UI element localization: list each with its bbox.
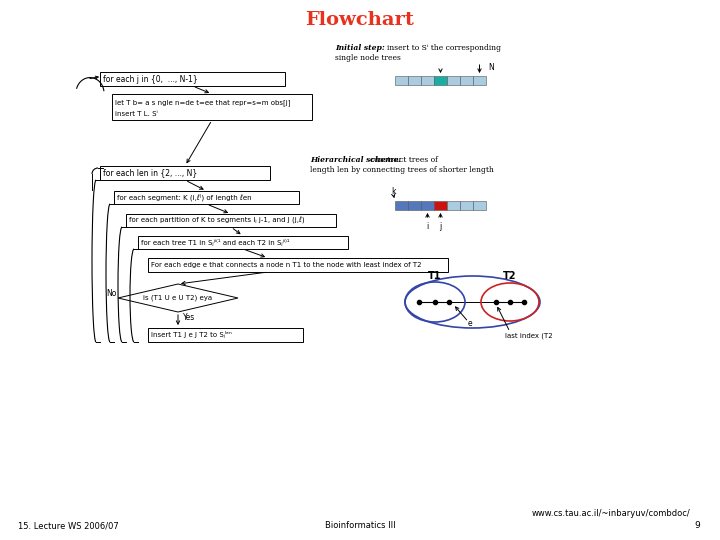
FancyBboxPatch shape xyxy=(447,201,460,210)
Text: 9: 9 xyxy=(694,522,700,530)
Text: for each segment: K (i,ℓ⁾) of length ℓen: for each segment: K (i,ℓ⁾) of length ℓen xyxy=(117,194,251,201)
Text: is (T1 U e U T2) eya: is (T1 U e U T2) eya xyxy=(143,295,212,301)
Text: for each partition of K to segments Iⱼ j-1, and J (j,ℓ): for each partition of K to segments Iⱼ j… xyxy=(129,217,305,224)
Text: Hierarchical scheme:: Hierarchical scheme: xyxy=(310,156,401,164)
Text: T1: T1 xyxy=(428,271,442,281)
Text: j: j xyxy=(439,222,441,231)
FancyBboxPatch shape xyxy=(148,258,448,272)
Text: No: No xyxy=(106,288,117,298)
FancyBboxPatch shape xyxy=(395,201,408,210)
Text: last index (T2: last index (T2 xyxy=(505,333,553,339)
Text: Initial step:: Initial step: xyxy=(335,44,384,52)
FancyBboxPatch shape xyxy=(421,76,434,85)
Text: www.cs.tau.ac.il/~inbaryuv/combdoc/: www.cs.tau.ac.il/~inbaryuv/combdoc/ xyxy=(531,510,690,518)
FancyBboxPatch shape xyxy=(114,191,299,204)
FancyBboxPatch shape xyxy=(112,94,312,120)
FancyBboxPatch shape xyxy=(473,201,486,210)
FancyBboxPatch shape xyxy=(408,76,421,85)
Text: For each edge e that connects a node n T1 to the node with least index of T2: For each edge e that connects a node n T… xyxy=(151,262,421,268)
Text: single node trees: single node trees xyxy=(335,54,401,62)
Text: Yes: Yes xyxy=(183,313,195,321)
FancyBboxPatch shape xyxy=(408,201,421,210)
Text: for each len in {2, ..., N}: for each len in {2, ..., N} xyxy=(103,168,197,178)
FancyBboxPatch shape xyxy=(395,76,408,85)
Text: construct trees of: construct trees of xyxy=(370,156,438,164)
Text: Insert T1 J e J T2 to Sⱼˡᵉⁿ: Insert T1 J e J T2 to Sⱼˡᵉⁿ xyxy=(151,332,232,339)
FancyBboxPatch shape xyxy=(126,214,336,227)
Text: for each j in {0,  ..., N-1}: for each j in {0, ..., N-1} xyxy=(103,75,198,84)
FancyBboxPatch shape xyxy=(447,76,460,85)
Text: insert to Sⁱ the corresponding: insert to Sⁱ the corresponding xyxy=(387,44,501,52)
FancyBboxPatch shape xyxy=(100,72,285,86)
Text: Flowchart: Flowchart xyxy=(305,11,415,29)
FancyBboxPatch shape xyxy=(148,328,303,342)
FancyBboxPatch shape xyxy=(473,76,486,85)
Text: i: i xyxy=(426,222,428,231)
FancyBboxPatch shape xyxy=(434,76,447,85)
FancyBboxPatch shape xyxy=(421,201,434,210)
Text: T2: T2 xyxy=(503,271,517,281)
Text: insert T L. Sⁱ: insert T L. Sⁱ xyxy=(115,111,158,117)
FancyBboxPatch shape xyxy=(434,201,447,210)
Text: let T b= a s ngle n=de t=ee that repr=s=m obs[j]: let T b= a s ngle n=de t=ee that repr=s=… xyxy=(115,100,290,106)
Text: N: N xyxy=(488,64,494,72)
Text: Bioinformatics III: Bioinformatics III xyxy=(325,522,395,530)
Text: 15. Lecture WS 2006/07: 15. Lecture WS 2006/07 xyxy=(18,522,119,530)
FancyBboxPatch shape xyxy=(460,201,473,210)
FancyBboxPatch shape xyxy=(100,166,270,180)
Text: k: k xyxy=(391,186,395,195)
FancyBboxPatch shape xyxy=(460,76,473,85)
Text: e: e xyxy=(467,320,472,328)
Polygon shape xyxy=(118,284,238,312)
Text: length len by connecting trees of shorter length: length len by connecting trees of shorte… xyxy=(310,166,494,174)
FancyBboxPatch shape xyxy=(138,236,348,249)
Text: for each tree T1 in Sⱼʲⁱ⁽¹ and each T2 in Sⱼʲⁱ⁾¹: for each tree T1 in Sⱼʲⁱ⁽¹ and each T2 i… xyxy=(141,239,289,246)
